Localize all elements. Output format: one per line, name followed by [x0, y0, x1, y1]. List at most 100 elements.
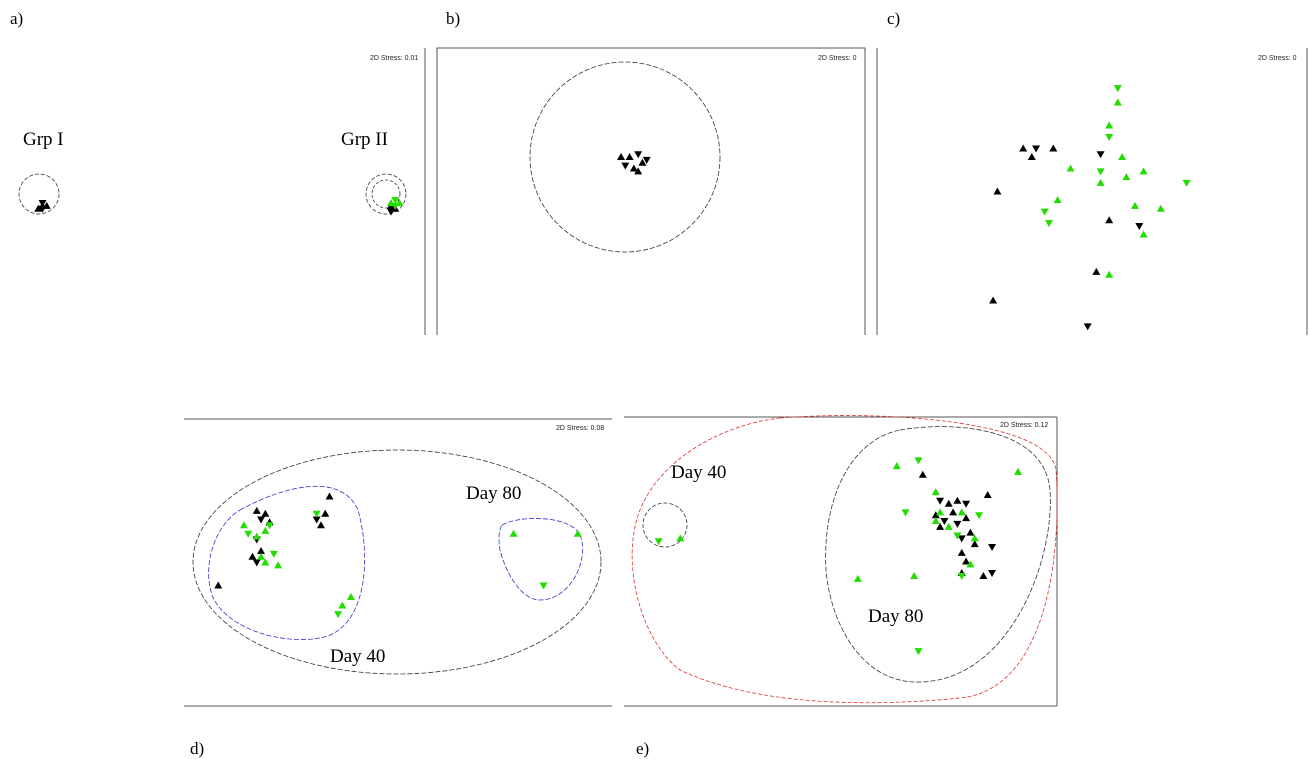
panel-e-green-point [1014, 467, 1023, 475]
panel-d-black-point [214, 581, 223, 589]
panel-e-green-point [970, 534, 979, 542]
panel-a-grp2-outline [365, 173, 407, 215]
panel-d-green-point [269, 550, 278, 558]
panel-a-grp2-inner-outline [371, 179, 401, 209]
panel-e-day40-label: Day 40 [671, 462, 727, 483]
panel-d-black-point [252, 559, 261, 567]
panel-b-black-point [634, 167, 643, 175]
panel-d-day80-outline [498, 518, 583, 601]
panel-e-green-point [676, 534, 685, 542]
panel-e-green-point [953, 532, 962, 540]
panel-e-day40-outline [642, 502, 688, 548]
panel-d-green-point [509, 529, 518, 537]
panel-e-black-point [957, 548, 966, 556]
panel-c-black-point [993, 187, 1002, 195]
panel-d-black-point [252, 506, 261, 514]
panel-c-green-point [1096, 178, 1105, 186]
panel-c-green-point [1113, 98, 1122, 106]
markers-layer [34, 85, 1191, 656]
panel-c-green-point [1139, 230, 1148, 238]
panel-c-black-point [1135, 222, 1144, 230]
panel-e-green-point [931, 488, 940, 496]
panel-c-green-point [1182, 179, 1191, 187]
panel-e-black-point [962, 514, 971, 522]
panel-c-black-point [1092, 267, 1101, 275]
panel-c-green-point [1045, 220, 1053, 228]
panel-d-black-point [316, 521, 325, 529]
panel-a-green-point [391, 202, 400, 210]
panel-e-all-outline [631, 415, 1058, 704]
panel-b-black-point [621, 162, 630, 170]
panel-e-black-point [962, 500, 971, 508]
panel-d-green-point [244, 530, 253, 538]
panel-e-green-point [892, 462, 901, 470]
panel-c-green-point [1105, 133, 1114, 141]
panel-e-black-point [988, 570, 997, 578]
panel-a-green-point [391, 197, 400, 205]
panel-d-green-point [252, 532, 261, 540]
panel-e-black-point [979, 571, 988, 579]
panel-c-black-point [1096, 151, 1105, 159]
panel-c-black-point [1019, 144, 1028, 152]
panel-a-grp1-outline [18, 173, 60, 215]
panel-e-black-point [988, 544, 997, 552]
panel-c-green-point [1066, 164, 1075, 172]
panel-e-green-point [914, 648, 923, 656]
panel-e-green-point [957, 508, 966, 516]
panel-c-green-point [1118, 153, 1127, 161]
panel-d-black-point [261, 509, 270, 517]
panel-c-stress: 2D Stress: 0 [1258, 55, 1297, 62]
panel-c-green-point [1040, 208, 1049, 216]
panel-e-green-point [936, 508, 945, 516]
panel-d-green-point [261, 558, 270, 566]
panel-b-label: b) [446, 9, 461, 28]
panel-e-black-point [918, 470, 927, 478]
panel-b-black-point [634, 151, 643, 159]
panel-a-stress: 2D Stress: 0.01 [370, 55, 419, 62]
panel-e-stress: 2D Stress: 0.12 [1000, 422, 1049, 429]
panel-d-green-point [312, 510, 321, 518]
panel-e-black-point [931, 511, 940, 519]
panel-e-day80-outline [825, 426, 1051, 683]
panel-e-black-point [957, 535, 966, 543]
panel-e-black-point [936, 522, 945, 530]
panel-c-green-point [1139, 167, 1148, 175]
panel-c-black-point [989, 296, 998, 304]
panel-c-black-point [1027, 153, 1036, 161]
panel-a-label: a) [10, 9, 24, 28]
panel-d-black-point [257, 516, 266, 524]
panel-b-black-point [642, 156, 651, 164]
panel-b-black-point [638, 158, 647, 166]
panel-d-green-point [573, 529, 582, 537]
panel-d-green-point [338, 601, 347, 609]
panel-c-green-point [1113, 85, 1122, 93]
panel-e-green-point [853, 574, 862, 582]
panel-c-black-point [1105, 216, 1114, 224]
panel-e-black-point [940, 518, 949, 526]
panel-d-day40-outline [208, 485, 366, 640]
panel-e-green-point [914, 457, 923, 465]
panel-a-grp2-label: Grp II [341, 129, 388, 150]
panel-d-green-point [261, 526, 270, 534]
panel-b-black-point [629, 164, 638, 172]
panel-e-green-point [944, 522, 953, 530]
panel-a-grp1-label: Grp I [23, 129, 64, 150]
panel-d-green-point [239, 521, 248, 529]
panel-c-black-point [1083, 323, 1092, 331]
panel-d-green-point [346, 592, 355, 600]
panel-e-green-point [901, 509, 910, 517]
panel-e-black-point [944, 499, 953, 507]
panel-d-black-point [325, 492, 334, 500]
panel-c-green-point [1105, 121, 1114, 129]
panel-e-day80-label: Day 80 [868, 606, 924, 627]
panel-e-black-point [953, 496, 962, 504]
panel-e-black-point [983, 491, 992, 499]
panel-d-black-point [321, 509, 330, 517]
panel-c-green-point [1053, 196, 1062, 204]
panel-c-green-point [1105, 270, 1114, 278]
panel-b-frame [436, 47, 866, 335]
panel-c-green-point [1122, 173, 1131, 181]
panel-c-green-point [1096, 168, 1105, 176]
panel-c-black-point [1049, 144, 1058, 152]
